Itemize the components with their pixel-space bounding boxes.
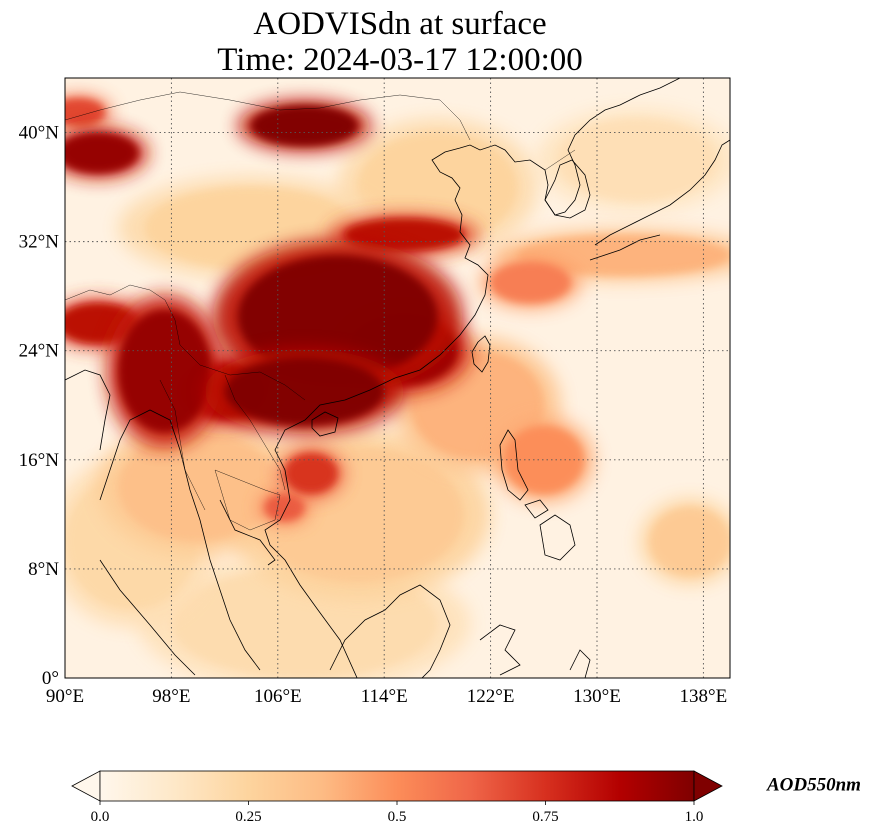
border-laos-vietnam <box>224 374 286 491</box>
coastline-borneo <box>329 584 451 678</box>
aod-blob <box>284 453 338 494</box>
coastline-korea <box>544 159 591 219</box>
lat-tick-label: 32°N <box>19 232 60 253</box>
aod-blob <box>118 432 278 542</box>
aod-blob <box>65 132 139 174</box>
coastline-japan <box>594 139 730 246</box>
lon-tick-labels: 90°E 98°E 106°E 114°E 122°E 130°E 138°E <box>46 686 727 707</box>
aod-blob <box>264 493 305 522</box>
border-nk-china <box>544 149 576 171</box>
colorbar-label: AOD550nm <box>766 774 861 795</box>
aod-blob <box>224 357 385 426</box>
aod-blob <box>237 255 438 378</box>
coastline-sulawesi <box>479 624 521 676</box>
colorbar-tick-label: 0.75 <box>532 809 558 825</box>
colorbar-ticks: 0.0 0.25 0.5 0.75 1.0 <box>91 801 704 825</box>
border-myanmar-thai <box>159 379 206 511</box>
coastline-sumatra <box>99 559 196 676</box>
aod-blob <box>251 105 358 147</box>
border-china-west <box>65 284 306 401</box>
aod-blob <box>557 118 717 201</box>
lon-tick-label: 138°E <box>680 686 728 707</box>
aod-blob <box>344 218 464 252</box>
lat-tick-label: 16°N <box>19 450 60 471</box>
colorbar-tick-label: 0.0 <box>91 809 110 825</box>
colorbar-tick-label: 0.25 <box>235 809 261 825</box>
aod-blob <box>118 309 212 433</box>
coastline-taiwan <box>471 335 491 373</box>
colorbar-tick-label: 1.0 <box>685 809 704 825</box>
border-mongolia <box>65 91 471 141</box>
coastline-bengal <box>65 369 111 451</box>
lon-tick-label: 106°E <box>254 686 302 707</box>
aod-blob <box>650 507 730 576</box>
aod-blob <box>503 425 584 494</box>
coastline-hainan <box>311 411 339 437</box>
map-panel <box>64 77 731 679</box>
aod-blob <box>490 262 571 303</box>
lat-tick-label: 40°N <box>19 123 60 144</box>
coastline-visayas <box>524 499 549 519</box>
lon-tick-label: 98°E <box>152 686 190 707</box>
coastline-luzon <box>499 429 529 501</box>
border-cambodia <box>214 469 281 531</box>
title-line-1: AODVISdn at surface <box>253 6 547 42</box>
aod-blob <box>65 98 105 126</box>
aod-blob <box>517 234 730 276</box>
lon-tick-label: 130°E <box>573 686 621 707</box>
title-line-2: Time: 2024-03-17 12:00:00 <box>217 42 583 78</box>
coastline-newguinea <box>569 649 591 678</box>
aod-field <box>65 95 730 678</box>
lon-tick-label: 90°E <box>46 686 84 707</box>
aod-blob <box>357 132 518 242</box>
lat-tick-labels: 0° 8°N 16°N 24°N 32°N 40°N <box>19 123 60 689</box>
colorbar: 0.0 0.25 0.5 0.75 1.0 AOD550nm <box>71 770 861 825</box>
lat-tick-label: 24°N <box>19 341 60 362</box>
map-frame <box>64 77 731 679</box>
colorbar-tick-label: 0.5 <box>388 809 407 825</box>
lon-tick-label: 114°E <box>361 686 408 707</box>
lat-tick-label: 8°N <box>28 559 59 580</box>
colorbar-extend-max <box>693 770 723 802</box>
coastline-mindanao <box>539 514 576 561</box>
colorbar-body <box>99 770 695 802</box>
lon-tick-label: 122°E <box>467 686 515 707</box>
coastline-mainland <box>264 78 681 678</box>
gridlines <box>65 78 730 678</box>
country-borders <box>65 91 576 531</box>
coastline-japan-south <box>589 234 661 261</box>
colorbar-extend-min <box>71 770 101 802</box>
lat-tick-label: 0° <box>42 668 59 689</box>
